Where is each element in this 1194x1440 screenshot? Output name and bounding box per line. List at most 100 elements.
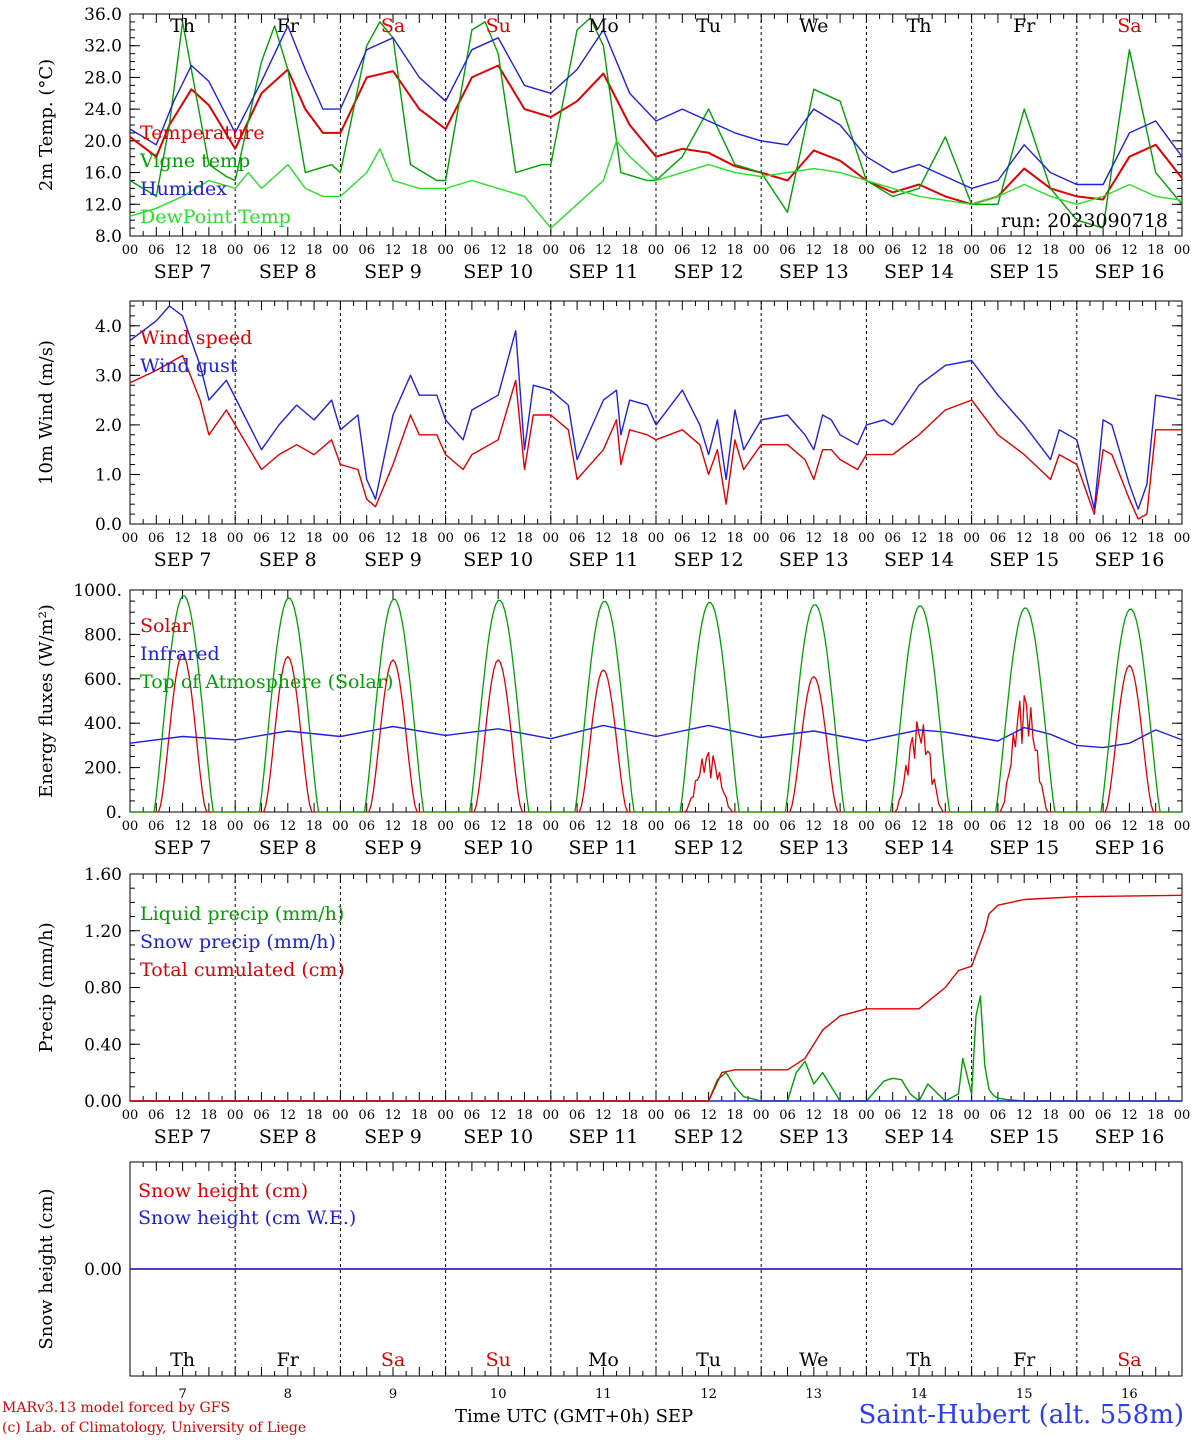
x-tick-label: 18: [411, 243, 428, 258]
y-axis-title: Precip (mm/h): [36, 922, 57, 1052]
y-tick-label: 0.40: [84, 1035, 122, 1055]
date-label: SEP 14: [884, 837, 954, 859]
x-tick-label: 00: [963, 819, 980, 834]
x-tick-label: 00: [543, 819, 560, 834]
date-label: SEP 13: [779, 549, 849, 571]
x-tick-label: 06: [464, 243, 481, 258]
x-tick-label: 18: [201, 819, 218, 834]
x-tick-label: 00: [753, 243, 770, 258]
x-tick-label: 18: [1147, 1108, 1164, 1123]
date-label: SEP 13: [779, 261, 849, 283]
x-tick-label: 00: [332, 243, 349, 258]
x-tick-label: 00: [753, 531, 770, 546]
x-tick-label: 00: [122, 243, 139, 258]
credit-line-1: MARv3.13 model forced by GFS: [2, 1400, 231, 1416]
x-tick-label: 12: [385, 243, 402, 258]
x-tick-label: 06: [253, 819, 270, 834]
legend-entry: Snow precip (mm/h): [140, 931, 336, 953]
y-tick-label: 2.0: [95, 416, 122, 436]
x-tick-label: 12: [385, 1108, 402, 1123]
x-tick-label: 18: [1042, 531, 1059, 546]
day-name-top: Mo: [588, 15, 619, 37]
series-top-of-atmosphere-solar-: [130, 595, 1182, 813]
run-label: run: 2023090718: [1001, 210, 1168, 232]
x-tick-label: 06: [674, 531, 691, 546]
x-tick-label: 00: [1069, 819, 1086, 834]
x-tick-label: 06: [569, 243, 586, 258]
x-tick-label: 12: [280, 531, 297, 546]
x-tick-label: 06: [674, 243, 691, 258]
x-tick-label: 06: [1095, 243, 1112, 258]
x-tick-label: 00: [437, 1108, 454, 1123]
x-tick-label: 12: [490, 243, 507, 258]
x-tick-label: 06: [779, 1108, 796, 1123]
x-tick-label: 18: [621, 819, 638, 834]
x-tick-label: 06: [884, 1108, 901, 1123]
x-tick-label: 06: [1095, 1108, 1112, 1123]
x-tick-label: 00: [543, 1108, 560, 1123]
day-name-bottom: Th: [907, 1349, 932, 1371]
legend-entry: Snow height (cm): [138, 1180, 308, 1202]
day-number: 10: [490, 1387, 507, 1402]
x-tick-label: 00: [1069, 243, 1086, 258]
date-label: SEP 9: [364, 1126, 422, 1148]
x-tick-label: 00: [543, 531, 560, 546]
x-tick-label: 06: [569, 531, 586, 546]
day-number: 13: [806, 1387, 823, 1402]
y-tick-label: 0.00: [84, 1260, 122, 1280]
x-tick-label: 12: [280, 243, 297, 258]
y-tick-label: 1.0: [95, 465, 122, 485]
date-label: SEP 14: [884, 1126, 954, 1148]
x-tick-label: 06: [464, 819, 481, 834]
x-tick-label: 12: [385, 819, 402, 834]
series-vigne-temp: [129, 17, 1183, 229]
date-label: SEP 11: [568, 261, 638, 283]
panel-frame: [129, 300, 1183, 525]
date-label: SEP 8: [259, 261, 317, 283]
date-label: SEP 8: [259, 837, 317, 859]
y-tick-label: 28.0: [84, 68, 122, 88]
x-tick-label: 00: [858, 1108, 875, 1123]
series-liquid-precip-mm-h-: [130, 995, 1182, 1102]
x-tick-label: 12: [595, 1108, 612, 1123]
y-tick-label: 16.0: [84, 164, 122, 184]
x-tick-label: 06: [148, 819, 165, 834]
x-tick-label: 06: [674, 819, 691, 834]
date-label: SEP 16: [1094, 261, 1164, 283]
legend-entry: Solar: [140, 615, 192, 637]
x-tick-label: 12: [595, 531, 612, 546]
x-tick-label: 00: [753, 1108, 770, 1123]
x-tick-label: 00: [1174, 1108, 1191, 1123]
x-tick-label: 18: [1147, 531, 1164, 546]
panel-4: [129, 873, 1183, 1102]
day-name-bottom: Su: [486, 1349, 511, 1371]
x-tick-label: 12: [490, 531, 507, 546]
x-tick-label: 12: [911, 531, 928, 546]
x-tick-label: 00: [332, 531, 349, 546]
day-name-top: Fr: [1013, 15, 1036, 37]
date-label: SEP 8: [259, 549, 317, 571]
date-label: SEP 11: [568, 1126, 638, 1148]
x-tick-label: 18: [306, 243, 323, 258]
x-tick-label: 12: [1016, 1108, 1033, 1123]
legend-entry: Wind speed: [140, 327, 252, 349]
x-tick-label: 06: [884, 531, 901, 546]
x-tick-label: 12: [280, 819, 297, 834]
y-tick-label: 36.0: [84, 5, 122, 25]
day-number: 9: [389, 1387, 397, 1402]
series-wind-speed: [129, 354, 1182, 520]
date-label: SEP 15: [989, 261, 1059, 283]
y-tick-label: 4.0: [95, 317, 122, 337]
panel-3: [129, 589, 1183, 813]
day-name-bottom: Sa: [1117, 1349, 1141, 1371]
legend-entry: Infrared: [140, 643, 220, 665]
date-label: SEP 11: [568, 837, 638, 859]
x-tick-label: 00: [227, 243, 244, 258]
date-label: SEP 10: [463, 837, 533, 859]
day-name-top: We: [799, 15, 828, 37]
day-name-top: Su: [486, 15, 511, 37]
x-tick-label: 06: [779, 531, 796, 546]
x-tick-label: 00: [648, 243, 665, 258]
x-tick-label: 18: [201, 243, 218, 258]
day-number: 16: [1121, 1387, 1138, 1402]
